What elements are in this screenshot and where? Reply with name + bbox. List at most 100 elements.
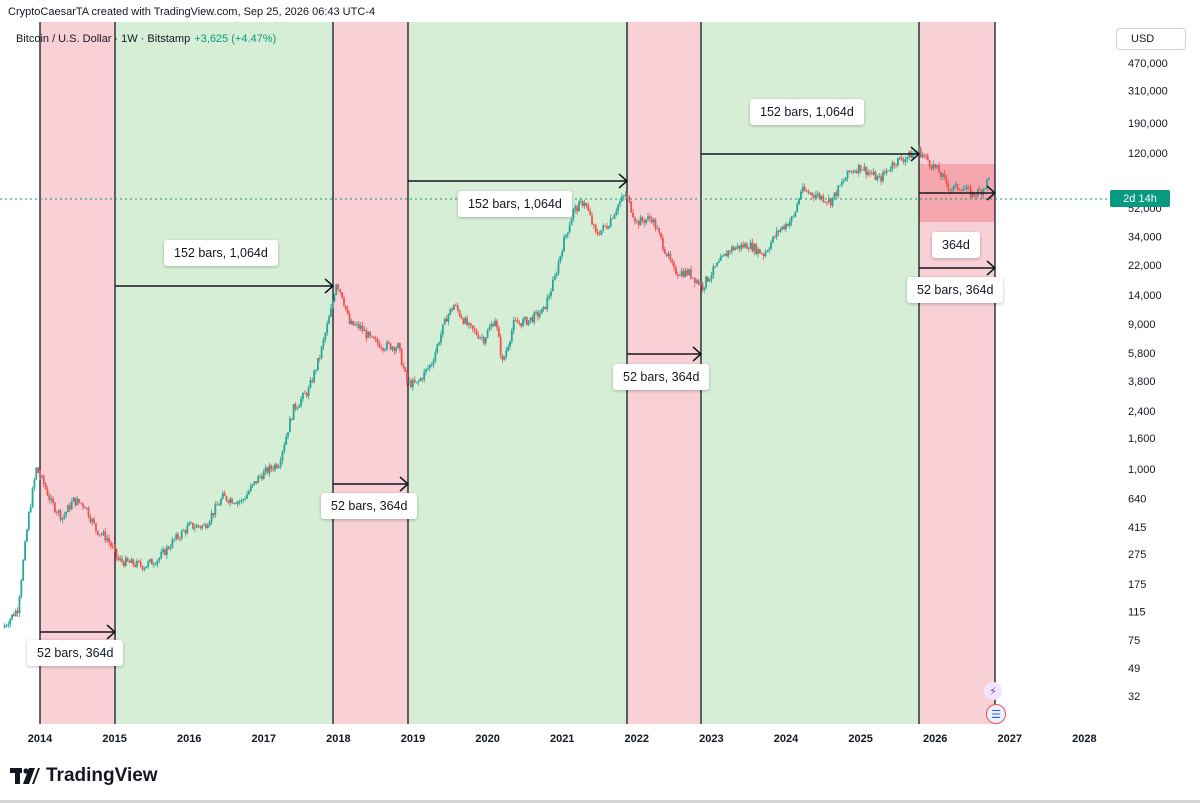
candle-body	[417, 380, 420, 383]
candle-body	[24, 541, 26, 561]
candle-body	[531, 317, 534, 323]
candle-body	[682, 271, 685, 277]
candle-body	[44, 483, 47, 489]
candle-body	[285, 436, 288, 445]
candle-body	[914, 152, 916, 154]
candle-body	[551, 279, 554, 292]
candle-body	[281, 451, 284, 461]
candle-body	[171, 539, 174, 548]
flag-icon[interactable]: ☰	[986, 704, 1006, 724]
candle-body	[128, 561, 131, 563]
candle-body	[384, 349, 386, 351]
candle-body	[80, 502, 82, 504]
time-tick-label: 2028	[1072, 733, 1096, 745]
candle-body	[469, 323, 472, 326]
candle-body	[270, 465, 273, 469]
candle-body	[121, 558, 123, 562]
candle-body	[786, 224, 789, 227]
candle-body	[72, 497, 75, 502]
candle-body	[55, 512, 58, 513]
candle-body	[753, 244, 756, 252]
candle-body	[936, 165, 938, 168]
candle-body	[70, 501, 73, 510]
price-chart[interactable]: 470,000310,000190,000120,00052,00034,000…	[0, 22, 1200, 750]
candle-body	[971, 192, 974, 197]
candle-body	[740, 244, 743, 250]
candle-body	[596, 231, 599, 235]
candle-body	[507, 346, 510, 351]
candle-body	[136, 560, 138, 567]
candle-body	[803, 186, 806, 191]
candle-body	[510, 330, 513, 342]
candle-body	[109, 542, 112, 547]
candle-body	[335, 284, 338, 295]
candle-body	[557, 262, 560, 274]
candle-body	[197, 525, 200, 527]
candle-body	[78, 498, 81, 503]
candle-body	[635, 220, 638, 222]
candle-body	[126, 557, 129, 562]
candle-body	[195, 525, 198, 528]
candle-body	[678, 275, 681, 277]
candle-body	[855, 171, 858, 174]
candle-body	[775, 230, 778, 238]
candle-body	[589, 210, 592, 216]
candle-body	[42, 475, 45, 484]
candle-body	[537, 311, 539, 317]
candle-body	[378, 343, 381, 348]
candle-body	[684, 270, 687, 277]
candle-body	[192, 522, 194, 529]
candle-body	[52, 498, 54, 503]
candle-body	[246, 494, 248, 499]
candle-body	[921, 154, 924, 158]
candle-body	[454, 305, 457, 306]
bull-zone-2015-2018	[115, 22, 333, 724]
candle-body	[307, 387, 310, 396]
candle-body	[190, 522, 192, 524]
candle-body	[436, 344, 439, 353]
candle-body	[475, 330, 478, 335]
candle-body	[361, 325, 364, 331]
candle-body	[690, 269, 692, 279]
currency-button[interactable]: USD	[1116, 28, 1186, 50]
candle-body	[703, 287, 706, 290]
candle-body	[430, 364, 433, 366]
candle-body	[54, 502, 56, 513]
candle-body	[923, 154, 926, 156]
candle-body	[111, 546, 114, 548]
price-tick-label: 120,000	[1128, 148, 1168, 160]
candle-body	[96, 530, 99, 535]
candle-body	[115, 548, 118, 558]
candle-body	[290, 418, 293, 420]
candle-body	[149, 559, 151, 562]
tradingview-logo[interactable]: TradingView	[10, 765, 158, 787]
time-tick-label: 2020	[475, 733, 499, 745]
candle-body	[296, 407, 299, 409]
candle-body	[705, 276, 707, 288]
candle-body	[762, 253, 765, 257]
chart-area[interactable]: 470,000 310,000 190,000 120,000 52,000 34,000…	[0, 22, 1200, 750]
candle-body	[247, 491, 250, 495]
candle-body	[712, 266, 715, 276]
arrow-152bars-2023	[701, 146, 921, 162]
candle-body	[824, 201, 827, 203]
candle-body	[14, 610, 17, 617]
candle-body	[978, 189, 981, 191]
candle-body	[83, 506, 86, 509]
candle-body	[423, 371, 426, 380]
lightning-icon[interactable]: ⚡	[984, 682, 1002, 700]
candle-body	[380, 347, 383, 349]
candle-body	[882, 172, 884, 182]
symbol-legend[interactable]: Bitcoin / U.S. Dollar · 1W · Bitstamp +3…	[16, 33, 276, 45]
candle-body	[579, 201, 582, 202]
candle-body	[869, 171, 871, 174]
candle-body	[822, 196, 825, 202]
price-tick-label: 310,000	[1128, 85, 1168, 97]
candle-body	[734, 247, 737, 250]
candle-body	[501, 355, 504, 360]
candle-body	[538, 313, 541, 317]
candle-body	[768, 248, 771, 251]
candle-body	[826, 201, 828, 203]
candle-body	[973, 192, 976, 196]
candle-body	[391, 347, 394, 350]
